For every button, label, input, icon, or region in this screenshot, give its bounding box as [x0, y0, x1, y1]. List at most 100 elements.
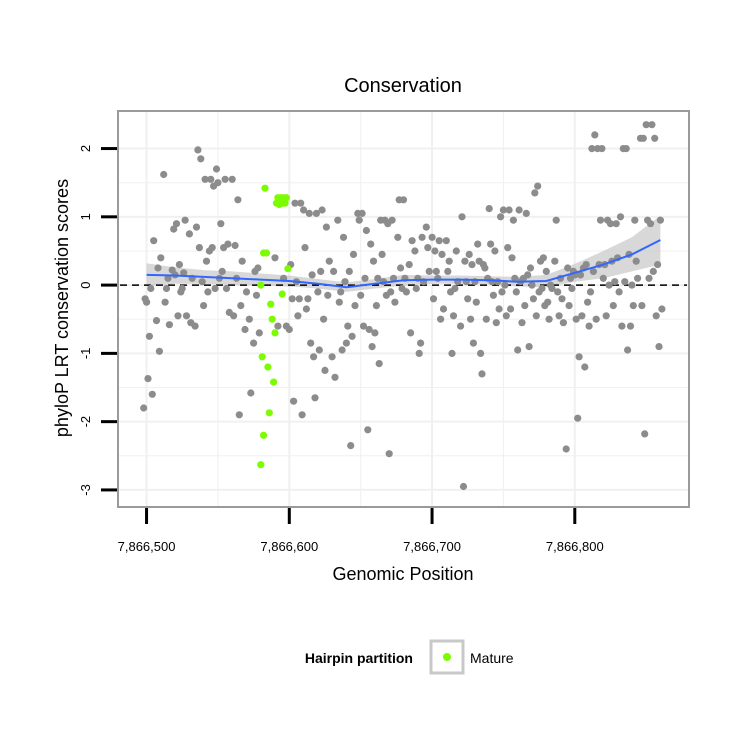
data-point — [161, 298, 169, 306]
data-point — [408, 237, 416, 245]
data-point — [489, 291, 497, 299]
data-point — [459, 482, 468, 491]
data-point — [626, 322, 635, 330]
data-point — [632, 257, 640, 265]
data-point — [618, 322, 626, 330]
data-point — [285, 325, 293, 334]
data-point — [394, 233, 402, 241]
mature-point — [261, 184, 269, 192]
data-point — [511, 274, 519, 282]
data-point — [372, 302, 380, 310]
data-point — [568, 284, 576, 293]
data-point — [194, 146, 202, 154]
x-axis-title: Genomic Position — [332, 564, 473, 584]
data-point — [542, 267, 550, 275]
smooth-fit-line — [146, 239, 661, 289]
data-point — [378, 250, 386, 258]
data-point — [202, 257, 211, 265]
data-point — [341, 278, 349, 286]
data-point — [437, 315, 445, 323]
mature-point — [268, 315, 276, 323]
x-tick-label: 7,866,500 — [118, 539, 176, 554]
y-tick-label: -2 — [78, 416, 93, 428]
y-tick-label: -3 — [78, 484, 93, 496]
data-point — [422, 223, 430, 231]
data-point — [451, 284, 459, 293]
data-point — [318, 206, 326, 214]
data-point — [355, 216, 363, 224]
data-point — [498, 288, 506, 296]
data-point — [468, 261, 476, 269]
data-point — [591, 131, 599, 139]
data-point — [596, 216, 605, 224]
data-point — [584, 298, 592, 306]
data-point — [592, 315, 600, 323]
data-point — [524, 271, 532, 279]
data-point — [442, 237, 450, 245]
data-point — [434, 274, 442, 282]
data-point — [539, 254, 548, 262]
data-point — [359, 322, 368, 330]
data-point — [529, 295, 538, 303]
data-point — [461, 257, 469, 265]
data-point — [311, 394, 319, 402]
data-point — [521, 302, 529, 310]
data-point — [528, 281, 536, 289]
data-point — [588, 145, 596, 153]
data-point — [582, 261, 590, 269]
data-point — [551, 257, 559, 265]
data-point — [399, 196, 408, 204]
data-point — [195, 244, 203, 252]
mature-point — [270, 378, 278, 386]
data-point — [435, 237, 443, 245]
data-point — [656, 216, 665, 224]
data-point — [518, 319, 526, 327]
data-point — [314, 288, 322, 296]
data-point — [621, 278, 629, 286]
data-point — [431, 247, 439, 255]
data-point — [154, 264, 162, 272]
data-point — [304, 295, 312, 303]
data-point — [485, 205, 493, 213]
data-point — [145, 332, 153, 340]
mature-point — [267, 300, 275, 308]
mature-point — [257, 281, 265, 289]
data-point — [658, 305, 666, 313]
data-point — [576, 271, 585, 279]
data-point — [598, 145, 606, 153]
data-point — [325, 257, 333, 265]
data-point — [575, 353, 583, 361]
data-point — [458, 213, 466, 221]
data-point — [501, 281, 509, 289]
x-axis: 7,866,500 7,866,600 7,866,700 7,866,800 — [118, 508, 604, 554]
data-point — [328, 353, 336, 361]
data-point — [208, 244, 216, 252]
data-point — [320, 315, 328, 323]
y-tick-label: 1 — [78, 213, 93, 220]
data-point — [505, 206, 513, 214]
mature-point — [258, 353, 266, 361]
data-point — [651, 134, 659, 142]
data-point — [562, 445, 570, 453]
data-point — [305, 209, 313, 217]
data-point — [477, 349, 485, 357]
data-point — [411, 247, 419, 255]
data-point — [235, 411, 243, 419]
y-tick-label: -1 — [78, 348, 93, 360]
data-point — [237, 302, 245, 310]
data-point — [445, 257, 453, 265]
data-point — [402, 288, 410, 296]
data-point — [255, 329, 263, 337]
mature-point — [257, 461, 265, 469]
data-point — [499, 206, 507, 214]
y-axis: -3 -2 -1 0 1 2 — [78, 145, 117, 496]
data-point — [634, 274, 642, 282]
data-point — [545, 315, 553, 323]
data-point — [555, 312, 563, 320]
data-point — [538, 284, 546, 293]
data-point — [624, 346, 632, 354]
data-point — [201, 175, 209, 183]
data-point — [230, 312, 238, 320]
data-point — [424, 244, 432, 252]
